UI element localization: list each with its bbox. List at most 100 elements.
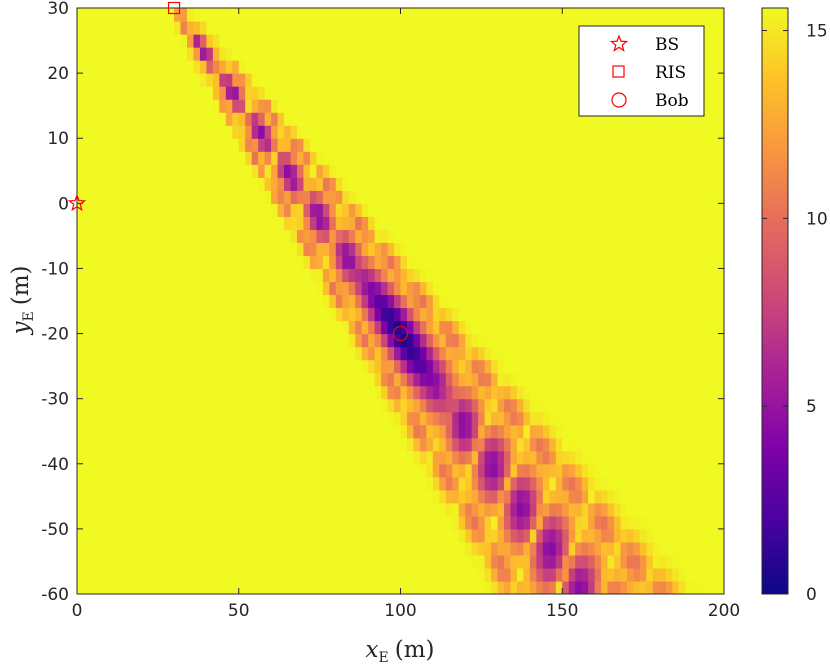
- heatmap-cell: [335, 515, 343, 530]
- heatmap-cell: [342, 437, 350, 452]
- heatmap-cell: [568, 190, 576, 204]
- heatmap-cell: [225, 372, 233, 387]
- heatmap-cell: [361, 541, 369, 556]
- heatmap-cell: [639, 177, 647, 191]
- heatmap-cell: [588, 203, 596, 217]
- heatmap-cell: [186, 47, 195, 61]
- heatmap-cell: [277, 138, 285, 152]
- heatmap-cell: [174, 21, 182, 35]
- heatmap-cell: [96, 216, 104, 230]
- heatmap-cell: [497, 294, 505, 309]
- heatmap-cell: [258, 307, 266, 322]
- heatmap-cell: [212, 541, 220, 556]
- heatmap-cell: [83, 268, 91, 283]
- heatmap-cell: [497, 476, 505, 491]
- heatmap-cell: [335, 463, 343, 478]
- heatmap-cell: [128, 307, 136, 322]
- heatmap-cell: [322, 580, 330, 594]
- heatmap-cell: [381, 476, 389, 491]
- heatmap-cell: [219, 177, 227, 191]
- heatmap-cell: [206, 346, 214, 361]
- heatmap-cell: [497, 528, 505, 543]
- heatmap-cell: [426, 398, 434, 413]
- heatmap-cell: [193, 281, 201, 296]
- heatmap-cell: [277, 112, 285, 126]
- heatmap-cell: [368, 333, 376, 348]
- heatmap-cell: [626, 151, 635, 165]
- heatmap-cell: [303, 34, 311, 48]
- heatmap-cell: [381, 177, 389, 191]
- heatmap-cell: [238, 60, 246, 74]
- heatmap-cell: [400, 73, 408, 87]
- heatmap-cell: [381, 73, 389, 87]
- heatmap-cell: [102, 203, 110, 217]
- heatmap-cell: [161, 21, 169, 35]
- heatmap-cell: [77, 138, 85, 152]
- heatmap-cell: [555, 463, 563, 478]
- heatmap-cell: [704, 320, 712, 335]
- heatmap-cell: [186, 307, 195, 322]
- heatmap-cell: [335, 34, 343, 48]
- heatmap-cell: [135, 86, 143, 100]
- heatmap-cell: [89, 372, 98, 387]
- heatmap-cell: [419, 47, 427, 61]
- heatmap-cell: [303, 320, 311, 335]
- heatmap-cell: [562, 307, 570, 322]
- heatmap-cell: [361, 476, 369, 491]
- heatmap-cell: [296, 294, 305, 309]
- heatmap-cell: [575, 151, 583, 165]
- heatmap-cell: [542, 567, 550, 582]
- heatmap-cell: [614, 177, 622, 191]
- heatmap-cell: [685, 8, 693, 22]
- heatmap-cell: [445, 242, 453, 257]
- heatmap-cell: [303, 60, 311, 74]
- heatmap-cell: [523, 229, 531, 243]
- heatmap-cell: [614, 385, 622, 400]
- heatmap-cell: [620, 203, 628, 217]
- heatmap-cell: [698, 151, 706, 165]
- heatmap-cell: [212, 346, 220, 361]
- heatmap-cell: [594, 164, 602, 178]
- heatmap-cell: [322, 255, 330, 270]
- heatmap-cell: [516, 125, 525, 139]
- heatmap-cell: [284, 203, 292, 217]
- heatmap-cell: [704, 255, 712, 270]
- heatmap-cell: [471, 411, 479, 426]
- heatmap-cell: [672, 359, 680, 374]
- heatmap-cell: [432, 255, 440, 270]
- heatmap-cell: [77, 8, 85, 22]
- heatmap-cell: [77, 502, 85, 517]
- heatmap-cell: [555, 476, 563, 491]
- heatmap-cell: [465, 372, 473, 387]
- heatmap-cell: [432, 138, 440, 152]
- heatmap-cell: [316, 346, 324, 361]
- heatmap-cell: [206, 242, 214, 257]
- heatmap-cell: [626, 476, 635, 491]
- heatmap-cell: [342, 151, 350, 165]
- heatmap-cell: [329, 398, 337, 413]
- heatmap-cell: [277, 385, 285, 400]
- heatmap-cell: [387, 398, 395, 413]
- heatmap-cell: [225, 385, 233, 400]
- heatmap-cell: [374, 294, 382, 309]
- heatmap-cell: [704, 190, 712, 204]
- heatmap-cell: [368, 34, 376, 48]
- heatmap-cell: [335, 216, 343, 230]
- heatmap-cell: [478, 333, 486, 348]
- heatmap-cell: [135, 281, 143, 296]
- heatmap-cell: [361, 86, 369, 100]
- heatmap-cell: [271, 242, 279, 257]
- heatmap-cell: [432, 229, 440, 243]
- heatmap-cell: [471, 47, 479, 61]
- heatmap-cell: [478, 73, 486, 87]
- heatmap-cell: [484, 190, 492, 204]
- heatmap-cell: [588, 177, 596, 191]
- heatmap-cell: [128, 385, 136, 400]
- heatmap-cell: [361, 307, 369, 322]
- heatmap-cell: [322, 125, 330, 139]
- heatmap-cell: [497, 99, 505, 113]
- heatmap-cell: [309, 73, 317, 87]
- heatmap-cell: [529, 463, 537, 478]
- heatmap-cell: [186, 281, 195, 296]
- heatmap-cell: [562, 476, 570, 491]
